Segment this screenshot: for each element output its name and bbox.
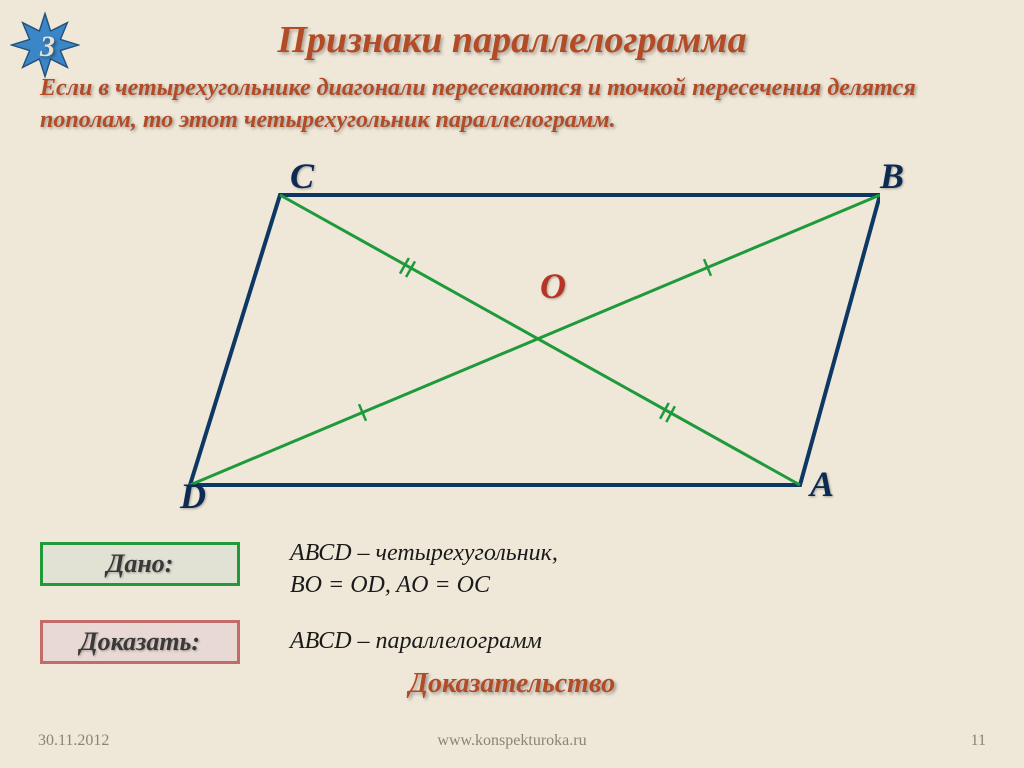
page-title: Признаки параллелограмма — [0, 18, 1024, 62]
prove-box: Доказать: — [40, 620, 240, 664]
diagonal-CA — [280, 195, 800, 485]
given-box: Дано: — [40, 542, 240, 586]
vertex-A: A — [810, 463, 834, 505]
center-O: O — [540, 265, 566, 307]
vertex-C: C — [290, 155, 314, 197]
prove-statement: АВСD – параллелограмм — [290, 628, 542, 655]
prove-label: Доказать: — [80, 627, 200, 657]
vertex-B: B — [880, 155, 904, 197]
parallelogram-diagram: C B D A O — [120, 175, 880, 535]
given-label: Дано: — [107, 549, 174, 579]
proof-heading: Доказательство — [0, 668, 1024, 700]
vertex-D: D — [180, 475, 206, 517]
diagonal-DB — [190, 195, 880, 485]
given-statement-2: BO = OD, AO = OC — [290, 572, 490, 599]
diagram-svg — [120, 175, 880, 535]
footer-url: www.konspekturoka.ru — [0, 732, 1024, 750]
given-statement-1: АВСD – четырехугольник, — [290, 540, 558, 567]
theorem-text: Если в четырехугольнике диагонали пересе… — [40, 72, 984, 137]
footer-page-number: 11 — [971, 732, 986, 750]
